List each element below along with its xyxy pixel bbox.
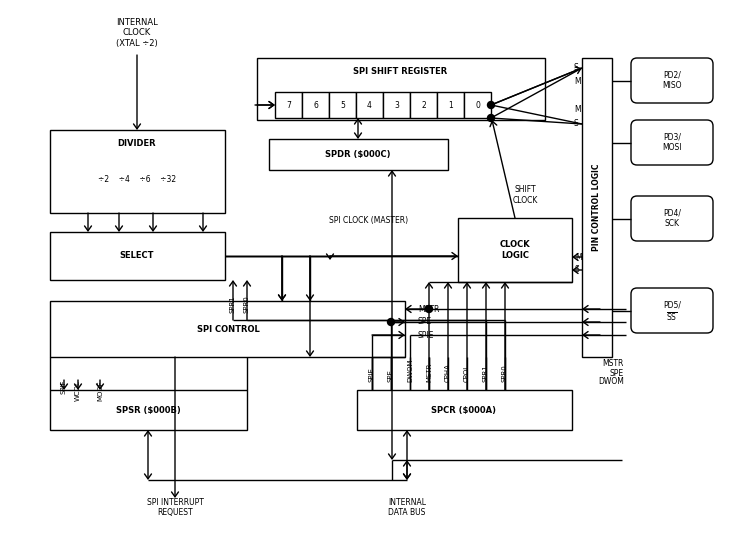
- FancyBboxPatch shape: [631, 288, 713, 333]
- Text: SPDR ($000C): SPDR ($000C): [325, 149, 390, 159]
- Text: 6: 6: [313, 101, 318, 109]
- Bar: [50, 301, 405, 357]
- Bar: [383, 92, 410, 118]
- Circle shape: [488, 102, 494, 109]
- Text: DIVIDER: DIVIDER: [117, 138, 156, 148]
- Text: MSTR: MSTR: [426, 362, 432, 382]
- Text: SPIF: SPIF: [61, 380, 67, 394]
- Text: $\overline{\mathrm{SS}}$: $\overline{\mathrm{SS}}$: [666, 312, 678, 324]
- Text: SPR0: SPR0: [244, 295, 250, 313]
- Text: PD3/
MOSI: PD3/ MOSI: [662, 133, 681, 152]
- Text: ÷2    ÷4    ÷6    ÷32: ÷2 ÷4 ÷6 ÷32: [98, 175, 176, 184]
- Circle shape: [426, 306, 432, 313]
- Text: MSTR: MSTR: [418, 305, 439, 313]
- Text: DWOM: DWOM: [598, 378, 624, 386]
- Text: M: M: [575, 253, 582, 261]
- Text: SPI SHIFT REGISTER: SPI SHIFT REGISTER: [353, 68, 447, 76]
- Text: MODF: MODF: [97, 380, 103, 401]
- Text: CPOL: CPOL: [464, 364, 470, 382]
- Text: M: M: [574, 105, 580, 115]
- Bar: [458, 218, 572, 282]
- Text: SHIFT
CLOCK: SHIFT CLOCK: [512, 186, 538, 204]
- FancyBboxPatch shape: [631, 120, 713, 165]
- Text: CLOCK
LOGIC: CLOCK LOGIC: [500, 240, 530, 260]
- Text: INTERNAL
DATA BUS: INTERNAL DATA BUS: [388, 498, 426, 517]
- Text: WCOL: WCOL: [75, 380, 81, 401]
- Text: 7: 7: [286, 101, 291, 109]
- Circle shape: [387, 319, 394, 326]
- Text: INTERNAL
CLOCK
(XTAL ÷2): INTERNAL CLOCK (XTAL ÷2): [116, 18, 158, 48]
- FancyBboxPatch shape: [631, 58, 713, 103]
- Text: SPE: SPE: [610, 368, 624, 378]
- Text: CPHA: CPHA: [445, 363, 451, 382]
- Bar: [329, 92, 356, 118]
- Text: PD2/
MISO: PD2/ MISO: [662, 71, 681, 90]
- Text: PD5/: PD5/: [663, 301, 681, 310]
- Text: SPSR ($000B): SPSR ($000B): [116, 406, 180, 414]
- Bar: [357, 390, 572, 430]
- Text: PIN CONTROL LOGIC: PIN CONTROL LOGIC: [592, 163, 601, 250]
- Text: SPCR ($000A): SPCR ($000A): [432, 406, 497, 414]
- Bar: [464, 92, 491, 118]
- Bar: [275, 92, 302, 118]
- Text: 1: 1: [448, 101, 453, 109]
- Bar: [50, 130, 225, 213]
- Bar: [302, 92, 329, 118]
- Text: M: M: [574, 77, 580, 87]
- Text: 0: 0: [475, 101, 480, 109]
- Text: SPE: SPE: [388, 369, 394, 382]
- Text: SPI CONTROL: SPI CONTROL: [197, 325, 260, 333]
- Text: SPR1: SPR1: [483, 364, 489, 382]
- Text: S: S: [575, 266, 580, 274]
- Text: S: S: [574, 63, 579, 72]
- Text: SPR0: SPR0: [502, 364, 508, 382]
- Bar: [50, 232, 225, 280]
- Text: 2: 2: [421, 101, 426, 109]
- Text: SPIE: SPIE: [369, 367, 375, 382]
- Text: SPE: SPE: [418, 318, 432, 327]
- Bar: [257, 58, 545, 120]
- Bar: [437, 92, 464, 118]
- Text: MSTR: MSTR: [603, 360, 624, 368]
- Circle shape: [488, 115, 494, 122]
- Text: SPI CLOCK (MASTER): SPI CLOCK (MASTER): [329, 216, 408, 225]
- Text: SPIE: SPIE: [418, 331, 435, 340]
- Text: SELECT: SELECT: [120, 252, 154, 261]
- Text: 5: 5: [340, 101, 345, 109]
- Text: 4: 4: [367, 101, 372, 109]
- Text: S: S: [574, 120, 579, 129]
- Bar: [356, 92, 383, 118]
- Bar: [410, 92, 437, 118]
- Text: DWOM: DWOM: [407, 359, 413, 382]
- Text: SPR1: SPR1: [230, 295, 236, 313]
- Text: PD4/
SCK: PD4/ SCK: [663, 209, 681, 228]
- Bar: [269, 139, 448, 170]
- Bar: [582, 58, 612, 357]
- Text: 3: 3: [394, 101, 399, 109]
- FancyBboxPatch shape: [631, 196, 713, 241]
- Bar: [50, 390, 247, 430]
- Text: SPI INTERRUPT
REQUEST: SPI INTERRUPT REQUEST: [147, 498, 203, 517]
